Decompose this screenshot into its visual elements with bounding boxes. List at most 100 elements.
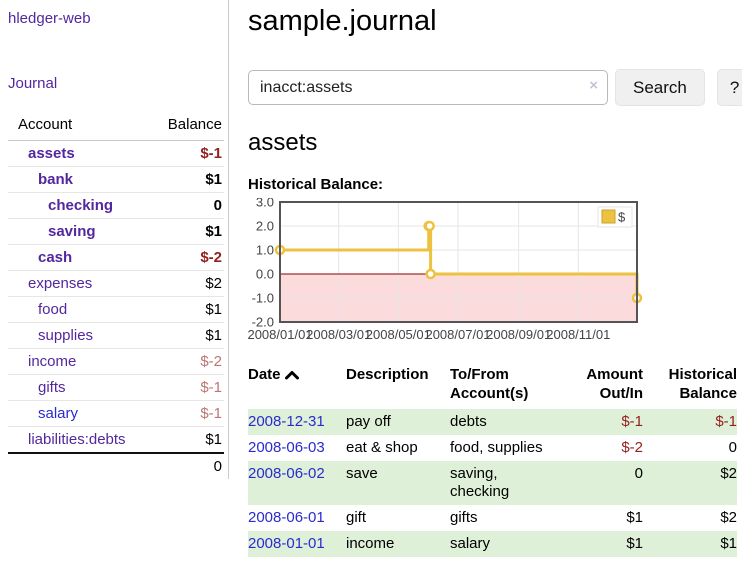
account-balance: $-1 [146, 374, 224, 401]
transaction-balance: $2 [720, 465, 737, 482]
account-link-liabilities-debts[interactable]: liabilities:debts [28, 431, 126, 448]
help-button[interactable]: ? [716, 69, 742, 106]
transaction-description: income [346, 535, 395, 552]
register-table: Date Description To/From Account(s) Amount Ou… [248, 363, 737, 557]
register-row: 2008-06-02 save saving, checking 0 $2 [248, 461, 737, 505]
transaction-description: pay off [346, 413, 391, 430]
register-row: 2008-01-01 income salary $1 $1 [248, 531, 737, 557]
transaction-accounts: gifts [450, 509, 478, 526]
account-balance: $1 [146, 426, 224, 453]
x-axis-tick-label: 2008/07/01 [425, 327, 490, 342]
transaction-date-link[interactable]: 2008-12-31 [248, 413, 325, 430]
page-title: sample.journal [248, 5, 437, 37]
accounts-header-balance: Balance [146, 113, 224, 141]
x-axis-tick-label: 2008/01/01 [248, 327, 313, 342]
y-axis-tick-label: -1.0 [252, 291, 274, 306]
sidebar: hledger-web Journal Account Balance asse… [0, 0, 229, 479]
transaction-amount: $-2 [621, 439, 643, 456]
register-row: 2008-12-31 pay off debts $-1 $-1 [248, 409, 737, 435]
account-balance: $1 [146, 218, 224, 245]
account-balance: $-1 [200, 145, 222, 162]
account-link-assets[interactable]: assets [28, 145, 75, 162]
account-balance: $-2 [146, 348, 224, 375]
transaction-description: gift [346, 509, 367, 526]
search-input[interactable] [248, 70, 608, 105]
transaction-date-link[interactable]: 2008-01-01 [248, 535, 325, 552]
account-link-food[interactable]: food [38, 301, 68, 318]
account-row: food $1 [8, 296, 224, 323]
search-form: × Search ? [248, 69, 742, 106]
account-balance: 0 [146, 192, 224, 219]
sidebar-item-journal[interactable]: Journal [8, 75, 58, 92]
brand-link[interactable]: hledger-web [8, 10, 91, 27]
account-link-expenses[interactable]: expenses [28, 275, 93, 292]
transaction-balance: 0 [728, 439, 737, 456]
account-row: salary $-1 [8, 400, 224, 427]
register-header-to-from: To/From Account(s) [450, 366, 529, 402]
account-balance: $1 [146, 166, 224, 193]
transaction-date-link[interactable]: 2008-06-03 [248, 439, 325, 456]
register-header-description: Description [346, 366, 429, 383]
y-axis-tick-label: 2.0 [256, 219, 274, 234]
account-row: saving $1 [8, 218, 224, 245]
app-window: hledger-web Journal Account Balance asse… [0, 0, 742, 557]
transaction-accounts: food, supplies [450, 439, 543, 456]
accounts-total-row: 0 [8, 452, 224, 479]
transaction-accounts: salary [450, 535, 491, 552]
transaction-amount: $1 [626, 535, 643, 552]
search-button[interactable]: Search [615, 69, 705, 106]
account-heading: assets [248, 129, 318, 156]
transaction-description: eat & shop [346, 439, 418, 456]
account-link-salary[interactable]: salary [38, 405, 79, 422]
clear-search-icon[interactable]: × [589, 77, 598, 94]
y-axis-tick-label: -2.0 [252, 315, 274, 330]
register-row: 2008-06-03 eat & shop food, supplies $-2 0 [248, 435, 737, 461]
account-row: income $-2 [8, 348, 224, 375]
account-balance: $-2 [146, 244, 224, 271]
x-axis-tick-label: 2008/11/01 [546, 327, 610, 342]
x-axis-tick-label: 2008/03/01 [306, 327, 371, 342]
x-axis-tick-label: 2008/05/01 [366, 327, 431, 342]
accounts-total-value: 0 [146, 452, 224, 479]
account-link-cash[interactable]: cash [38, 249, 73, 266]
register-header-amount: Amount Out/In [586, 366, 643, 402]
account-link-gifts[interactable]: gifts [38, 379, 66, 396]
account-link-bank[interactable]: bank [38, 171, 74, 188]
account-row: gifts $-1 [8, 374, 224, 401]
historical-balance-chart[interactable]: $3.0 2.0 1.0 0.0 -1.0 -2.0 2008/01/01 2008/03/0… [248, 198, 742, 346]
account-row: assets $-1 [8, 141, 224, 167]
account-row: liabilities:debts $1 [8, 426, 224, 453]
register-header-historical: Historical Balance [668, 366, 737, 402]
account-link-saving[interactable]: saving [48, 223, 96, 240]
accounts-table: Account Balance assets $-1 bank $1 checking 0… [8, 113, 224, 479]
account-balance: $-1 [146, 400, 224, 427]
transaction-date-link[interactable]: 2008-06-02 [248, 465, 325, 482]
y-axis-tick-label: 1.0 [256, 243, 274, 258]
register-header-date[interactable]: Date [248, 363, 346, 409]
transaction-balance: $-1 [715, 413, 737, 430]
account-row: expenses $2 [8, 270, 224, 297]
data-point-marker [425, 268, 436, 280]
chart-title: Historical Balance: [248, 176, 384, 193]
x-axis-tick-label: 2008/09/01 [486, 327, 551, 342]
transaction-amount: 0 [634, 465, 643, 482]
transaction-date-link[interactable]: 2008-06-01 [248, 509, 325, 526]
account-balance: $2 [146, 270, 224, 297]
data-point-marker [424, 220, 435, 232]
account-link-checking[interactable]: checking [48, 197, 114, 214]
account-row: supplies $1 [8, 322, 224, 349]
account-row: cash $-2 [8, 244, 224, 271]
legend-label: $ [618, 210, 626, 225]
account-link-income[interactable]: income [28, 353, 77, 370]
transaction-description: save [346, 465, 378, 482]
sort-ascending-icon[interactable] [284, 370, 299, 380]
y-axis-tick-label: 3.0 [256, 198, 274, 210]
account-balance: $1 [146, 322, 224, 349]
transaction-accounts: debts [450, 413, 487, 430]
main-content: sample.journal × Search ? assets Histori… [229, 0, 742, 557]
register-row: 2008-06-01 gift gifts $1 $2 [248, 505, 737, 531]
account-link-supplies[interactable]: supplies [38, 327, 94, 344]
transaction-balance: $2 [720, 509, 737, 526]
y-axis-tick-label: 0.0 [256, 267, 274, 282]
account-row: bank $1 [8, 166, 224, 193]
